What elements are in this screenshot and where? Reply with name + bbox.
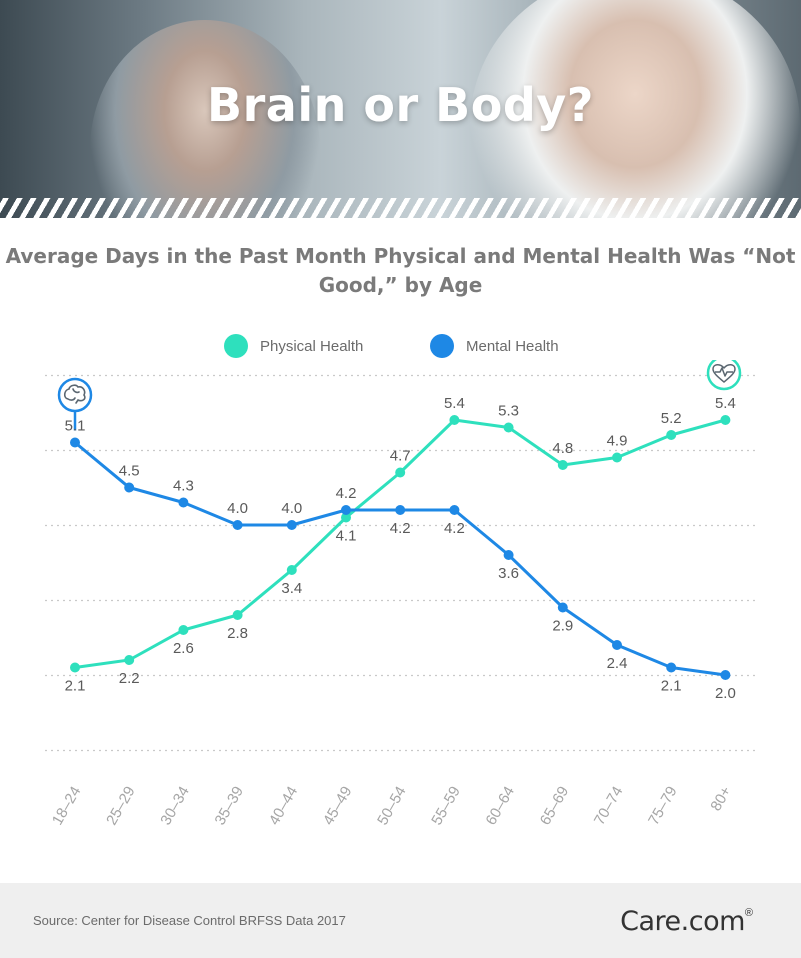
mental-health-point <box>612 640 622 650</box>
x-tick-label: 70–74 <box>591 784 627 829</box>
x-tick-label: 40–44 <box>266 784 302 829</box>
footer: Source: Center for Disease Control BRFSS… <box>0 883 801 958</box>
x-tick-label: 75–79 <box>645 784 681 829</box>
physical-health-point <box>449 415 460 425</box>
physical-health-data-label: 5.4 <box>715 395 736 412</box>
brand-registered-mark: ® <box>744 907 753 919</box>
hero-photo-woman <box>470 0 800 218</box>
heart-monitor-icon <box>712 364 736 383</box>
physical-health-data-label: 3.4 <box>281 580 302 597</box>
physical-health-data-label: 4.7 <box>390 448 411 465</box>
mental-health-point <box>341 505 351 515</box>
legend-swatch-physical <box>224 334 248 358</box>
x-tick-label: 80+ <box>707 783 735 814</box>
mental-health-point <box>449 505 460 515</box>
mental-health-data-label: 4.0 <box>281 500 302 517</box>
mental-health-point <box>557 602 568 613</box>
hero-photo-man <box>90 20 320 218</box>
source-note: Source: Center for Disease Control BRFSS… <box>33 913 346 928</box>
brand-name: Care.com <box>620 905 745 937</box>
physical-health-point <box>503 422 514 433</box>
physical-health-data-label: 4.8 <box>552 440 573 457</box>
mental-health-point <box>178 497 189 508</box>
mental-health-data-label: 3.6 <box>498 565 519 582</box>
physical-health-point <box>557 460 568 470</box>
brand-logo: Care.com ® <box>620 901 753 941</box>
mental-health-point <box>720 670 731 680</box>
mental-health-point <box>124 482 135 493</box>
mental-health-data-label: 2.1 <box>661 678 682 695</box>
mental-health-data-label: 5.1 <box>65 418 86 435</box>
mental-health-point <box>286 520 297 530</box>
physical-health-data-label: 5.3 <box>498 403 519 420</box>
physical-health-point <box>341 512 351 523</box>
x-tick-label: 25–29 <box>103 784 139 829</box>
x-tick-label: 30–34 <box>157 784 193 829</box>
physical-health-point <box>124 655 135 665</box>
hero-title: Brain or Body? <box>207 78 594 132</box>
mental-health-data-label: 2.9 <box>552 618 573 635</box>
x-tick-label: 55–59 <box>428 784 464 829</box>
mental-health-data-label: 2.0 <box>715 685 736 702</box>
x-tick-label: 18–24 <box>49 784 85 829</box>
legend-label-mental: Mental Health <box>466 337 559 355</box>
mental-health-point <box>503 550 514 560</box>
physical-health-data-label: 2.6 <box>173 640 194 657</box>
mental-health-data-label: 4.3 <box>173 478 194 495</box>
x-tick-label: 45–49 <box>320 784 356 829</box>
mental-health-data-label: 4.0 <box>227 500 248 517</box>
mental-health-data-label: 4.5 <box>119 463 140 480</box>
brain-icon <box>63 384 86 404</box>
physical-health-point <box>232 610 243 620</box>
mental-health-data-label: 2.4 <box>607 655 628 672</box>
physical-health-data-label: 4.9 <box>607 433 628 450</box>
physical-health-point <box>395 467 406 478</box>
x-tick-label: 65–69 <box>537 784 573 829</box>
x-tick-label: 60–64 <box>482 784 518 829</box>
physical-health-point <box>178 625 189 635</box>
mental-health-point <box>232 520 243 530</box>
line-chart: 18–24 25–29 30–34 35–39 40–44 45–49 50–54 55–59… <box>45 360 755 829</box>
physical-health-point <box>70 662 80 673</box>
legend-label-physical: Physical Health <box>260 337 364 355</box>
legend-item-mental: Mental Health <box>430 334 559 358</box>
physical-health-data-label: 2.2 <box>119 670 140 687</box>
physical-health-data-label: 5.4 <box>444 395 465 412</box>
mental-health-data-label: 4.2 <box>336 485 357 502</box>
mental-health-point <box>70 437 80 448</box>
physical-health-point <box>720 415 731 425</box>
legend-swatch-mental <box>430 334 454 358</box>
legend-item-physical: Physical Health <box>224 334 363 358</box>
x-tick-label: 50–54 <box>374 784 410 829</box>
chart-title: Average Days in the Past Month Physical … <box>5 244 796 297</box>
mental-health-data-label: 4.2 <box>390 520 411 537</box>
hero-banner: Brain or Body? <box>0 0 801 218</box>
mental-health-point <box>666 662 677 673</box>
brain-callout-ring <box>57 377 93 413</box>
physical-health-data-label: 5.2 <box>661 410 682 427</box>
physical-health-point <box>666 430 677 440</box>
x-tick-label: 35–39 <box>211 784 247 829</box>
chart-legend: Physical Health Mental Health <box>0 334 801 360</box>
physical-health-data-label: 2.8 <box>227 625 248 642</box>
physical-health-point <box>612 452 622 463</box>
physical-health-data-label: 4.1 <box>336 528 357 545</box>
physical-health-point <box>286 565 297 575</box>
hero-stripe-divider <box>0 198 801 218</box>
mental-health-point <box>395 505 406 515</box>
physical-health-data-label: 2.1 <box>65 678 86 695</box>
mental-health-data-label: 4.2 <box>444 520 465 537</box>
